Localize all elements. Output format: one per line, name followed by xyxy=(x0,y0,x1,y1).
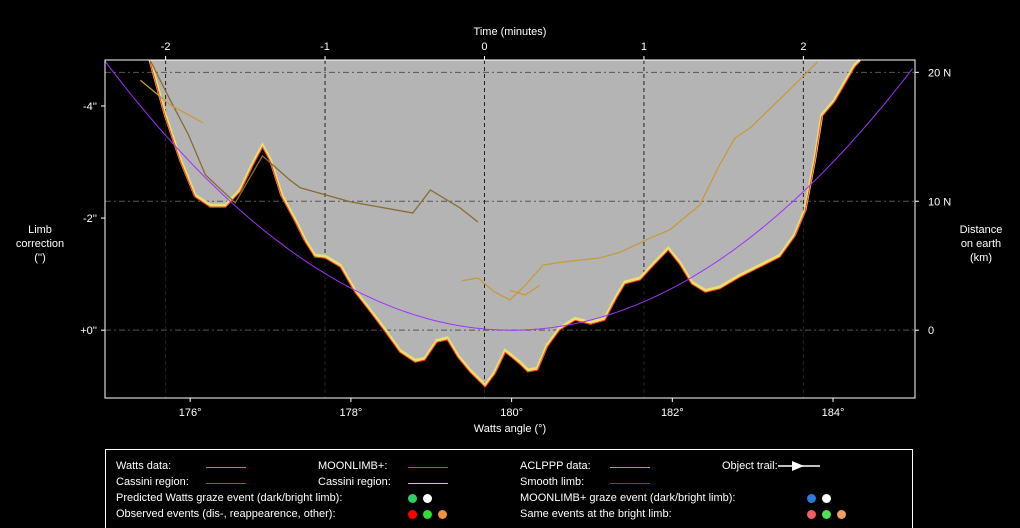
limb-profile-chart: 176° 178° 180° 182° 184° -2 -1 0 1 2 -4'' -2'' +0'' 2… xyxy=(16,26,1003,435)
other-event-dot xyxy=(438,510,447,519)
legend-smooth: Smooth limb: xyxy=(520,476,585,488)
aclppp-line xyxy=(149,59,479,223)
cassini-line xyxy=(149,61,860,388)
legend-moonlimb-swatch xyxy=(408,467,448,468)
y-tick-label: -4'' xyxy=(83,101,97,113)
legend-aclppp-swatch xyxy=(610,467,650,468)
y-axis-title: Limb correction ('') xyxy=(16,224,64,264)
x-tick-label: 178° xyxy=(340,407,363,419)
legend-watts-swatch xyxy=(206,467,246,468)
legend-trail: Object trail: xyxy=(722,460,778,472)
x2-tick-label: 2 xyxy=(800,41,806,53)
legend-moonlimb-graze: MOONLIMB+ graze event (dark/bright limb)… xyxy=(520,492,736,504)
y-tick-label: -2'' xyxy=(83,213,97,225)
x2-tick-label: -1 xyxy=(320,41,330,53)
axis-title-line: (km) xyxy=(970,252,992,264)
x2-tick-label: -2 xyxy=(161,41,171,53)
legend: Watts data: Cassini region: Predicted Wa… xyxy=(105,449,913,528)
bright-other-dot xyxy=(837,510,846,519)
x-tick-label: 180° xyxy=(500,407,523,419)
moonlimb-bright-dot xyxy=(822,494,831,503)
aclppp-line xyxy=(139,79,204,124)
y2-tick-label: 0 xyxy=(928,325,934,337)
x-tick-label: 182° xyxy=(661,407,684,419)
smooth-limb-line xyxy=(104,60,913,331)
legend-cassini-2-swatch xyxy=(408,483,448,484)
legend-cassini-2: Cassini region: xyxy=(318,476,391,488)
axis-title-line: on earth xyxy=(961,238,1001,250)
legend-observed: Observed events (dis-, reappearence, oth… xyxy=(116,508,336,520)
y-tick-label: +0'' xyxy=(80,325,97,337)
axis-title-line: correction xyxy=(16,238,64,250)
x2-tick-label: 1 xyxy=(641,41,647,53)
axis-title-line: Distance xyxy=(960,224,1003,236)
dark-limb-dot xyxy=(408,494,417,503)
x2-tick-label: 0 xyxy=(481,41,487,53)
bright-limb-dot xyxy=(423,494,432,503)
y2-axis-title: Distance on earth (km) xyxy=(960,224,1003,264)
aclppp-line xyxy=(509,284,541,296)
reappearance-dot xyxy=(423,510,432,519)
axis-title-line: Limb xyxy=(28,224,52,236)
x-tick-label: 176° xyxy=(179,407,202,419)
x2-axis-title: Time (minutes) xyxy=(474,26,547,38)
aclppp-line xyxy=(461,61,819,301)
legend-cassini-1: Cassini region: xyxy=(116,476,189,488)
bright-disappearance-dot xyxy=(807,510,816,519)
disappearance-dot xyxy=(408,510,417,519)
legend-aclppp: ACLPPP data: xyxy=(520,460,591,472)
legend-smooth-swatch xyxy=(610,483,650,484)
trail-arrow-icon xyxy=(778,461,820,471)
legend-watts: Watts data: xyxy=(116,460,172,472)
bright-reappearance-dot xyxy=(822,510,831,519)
legend-moonlimb: MOONLIMB+: xyxy=(318,460,388,472)
moonlimb-dark-dot xyxy=(807,494,816,503)
axis-title-line: ('') xyxy=(34,252,46,264)
x-tick-label: 184° xyxy=(822,407,845,419)
x-axis-title: Watts angle (°) xyxy=(474,423,546,435)
y2-tick-label: 10 N xyxy=(928,196,951,208)
plot-frame xyxy=(104,59,916,399)
y2-tick-label: 20 N xyxy=(928,67,951,79)
watts-profile-line xyxy=(148,58,861,388)
legend-predicted: Predicted Watts graze event (dark/bright… xyxy=(116,492,343,504)
sky-region xyxy=(150,60,860,386)
legend-cassini-1-swatch xyxy=(206,483,246,484)
legend-same-bright: Same events at the bright limb: xyxy=(520,508,672,520)
